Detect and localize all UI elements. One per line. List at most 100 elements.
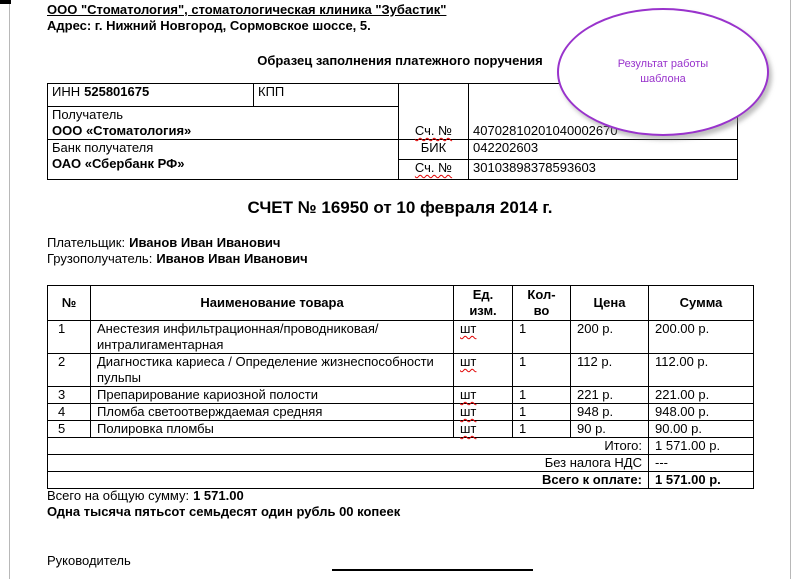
amount-in-words: Одна тысяча пятьсот семьдесят один рубль…: [47, 504, 401, 519]
consignee-name: Иванов Иван Иванович: [156, 251, 308, 266]
inn-label: ИНН: [52, 84, 81, 99]
recipient-label: Получатель: [52, 107, 124, 122]
consignee-line: Грузополучатель: Иванов Иван Иванович: [47, 251, 753, 267]
table-row: 1 Анестезия инфильтрационная/проводников…: [47, 320, 754, 354]
bik-value-cell: 042202603: [468, 139, 738, 160]
total-value: ---: [648, 454, 754, 472]
invoice-title: СЧЕТ № 16950 от 10 февраля 2014 г.: [247, 198, 553, 217]
payer-name: Иванов Иван Иванович: [129, 235, 281, 250]
item-sum: 200.00 р.: [648, 320, 754, 354]
inn-cell: ИНН 525801675: [47, 83, 254, 107]
item-qty: 1: [512, 420, 571, 438]
bank-label: Банк получателя: [52, 140, 154, 155]
total-label: Без налога НДС: [47, 454, 649, 472]
item-unit-text: шт: [460, 321, 477, 336]
payer-label: Плательщик:: [47, 235, 126, 250]
page-corner-mark: [0, 0, 11, 4]
company-address: Адрес: г. Нижний Новгород, Сормовское шо…: [47, 18, 371, 33]
header-sum: Сумма: [648, 285, 754, 321]
item-sum: 221.00 р.: [648, 386, 754, 404]
header-name: Наименование товара: [90, 285, 454, 321]
table-row: 2 Диагностика кариеса / Определение жизн…: [47, 353, 754, 387]
total-sum-line: Всего на общую сумму: 1 571.00: [47, 488, 753, 504]
page-left-margin-line: [9, 0, 10, 579]
item-unit: шт: [453, 386, 513, 404]
payer-line: Плательщик: Иванов Иван Иванович: [47, 235, 753, 251]
item-price: 221 р.: [570, 386, 649, 404]
bank-cell: Банк получателя ОАО «Сбербанк РФ»: [47, 139, 399, 180]
item-qty: 1: [512, 353, 571, 387]
total-value: 1 571.00 р.: [648, 471, 754, 489]
item-unit: шт: [453, 320, 513, 354]
callout-text: Результат работы шаблона: [617, 58, 709, 85]
total-row: Всего к оплате: 1 571.00 р.: [47, 471, 754, 489]
header-unit: Ед. изм.: [453, 285, 513, 321]
table-row: 4 Пломба светоотверждаемая средняя шт 1 …: [47, 403, 754, 421]
item-sum: 948.00 р.: [648, 403, 754, 421]
recipient-cell: Получатель ООО «Стоматология»: [47, 106, 399, 140]
consignee-label: Грузополучатель:: [47, 251, 153, 266]
corr-account-label: Сч. №: [414, 160, 453, 175]
header-qty: Кол- во: [512, 285, 571, 321]
page-right-margin-line: [790, 0, 791, 579]
item-name: Полировка пломбы: [90, 420, 454, 438]
total-row: Итого: 1 571.00 р.: [47, 437, 754, 455]
corr-account-label-cell: Сч. №: [398, 159, 469, 180]
total-value: 1 571.00 р.: [648, 437, 754, 455]
recipient-name: ООО «Стоматология»: [52, 123, 192, 138]
table-row: 3 Препарирование кариозной полости шт 1 …: [47, 386, 754, 404]
payer-block: Плательщик: Иванов Иван Иванович Грузопол…: [47, 235, 753, 267]
company-name: ООО "Стоматология", стоматологическая кл…: [47, 2, 447, 17]
template-result-callout: Результат работы шаблона: [557, 8, 769, 136]
item-unit-text: шт: [460, 387, 477, 402]
total-label: Итого:: [47, 437, 649, 455]
signature-label: Руководитель: [47, 553, 131, 568]
total-row: Без налога НДС ---: [47, 454, 754, 472]
item-unit: шт: [453, 403, 513, 421]
item-num: 4: [47, 403, 91, 421]
item-unit-text: шт: [460, 354, 477, 369]
kpp-cell: КПП: [253, 83, 399, 107]
item-sum: 112.00 р.: [648, 353, 754, 387]
corr-account-value-cell: 30103898378593603: [468, 159, 738, 180]
payment-order-subtitle: Образец заполнения платежного поручения: [257, 53, 543, 68]
item-num: 5: [47, 420, 91, 438]
total-sum-label: Всего на общую сумму:: [47, 488, 190, 503]
signature-line: [332, 569, 533, 571]
item-unit-text: шт: [460, 404, 477, 419]
signature-row: Руководитель: [47, 553, 753, 571]
item-unit: шт: [453, 420, 513, 438]
item-unit: шт: [453, 353, 513, 387]
account-label: Сч. №: [414, 123, 453, 138]
item-price: 200 р.: [570, 320, 649, 354]
total-label: Всего к оплате:: [47, 471, 649, 489]
item-qty: 1: [512, 386, 571, 404]
footer-totals: Всего на общую сумму: 1 571.00 Одна тысяч…: [47, 488, 753, 520]
company-header: ООО "Стоматология", стоматологическая кл…: [47, 2, 753, 34]
item-price: 90 р.: [570, 420, 649, 438]
items-header-row: № Наименование товара Ед. изм. Кол- во Ц…: [47, 285, 754, 321]
bank-name: ОАО «Сбербанк РФ»: [52, 156, 185, 171]
item-name: Пломба светоотверждаемая средняя: [90, 403, 454, 421]
item-price: 112 р.: [570, 353, 649, 387]
table-row: 5 Полировка пломбы шт 1 90 р. 90.00 р.: [47, 420, 754, 438]
item-num: 3: [47, 386, 91, 404]
item-num: 2: [47, 353, 91, 387]
item-name: Диагностика кариеса / Определение жизнес…: [90, 353, 454, 387]
item-name: Препарирование кариозной полости: [90, 386, 454, 404]
item-sum: 90.00 р.: [648, 420, 754, 438]
bik-label-cell: БИК: [398, 139, 469, 160]
item-price: 948 р.: [570, 403, 649, 421]
invoice-items-table: № Наименование товара Ед. изм. Кол- во Ц…: [47, 285, 754, 489]
account-label-cell: Сч. №: [398, 83, 469, 140]
inn-value: 525801675: [84, 84, 150, 99]
item-num: 1: [47, 320, 91, 354]
item-qty: 1: [512, 403, 571, 421]
header-num: №: [47, 285, 91, 321]
item-name: Анестезия инфильтрационная/проводниковая…: [90, 320, 454, 354]
invoice-document: ООО "Стоматология", стоматологическая кл…: [47, 2, 754, 579]
item-qty: 1: [512, 320, 571, 354]
header-price: Цена: [570, 285, 649, 321]
total-sum-value: 1 571.00: [193, 488, 244, 503]
item-unit-text: шт: [460, 421, 477, 436]
